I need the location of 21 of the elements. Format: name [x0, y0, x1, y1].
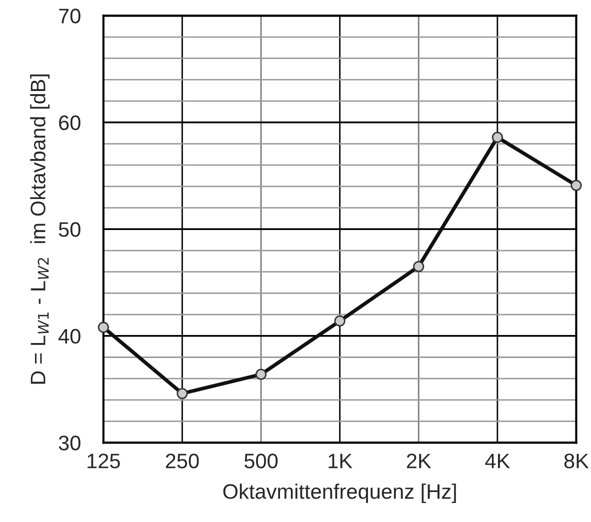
y-axis-title: D = L$_{W1}$ - L$_{W2}$ im Oktavband [dB] [30, 74, 50, 384]
x-tick-label: 2K [406, 454, 432, 468]
point [570, 180, 582, 191]
x-tick-label: 4K [485, 454, 510, 468]
x-tick-label: 250 [166, 454, 199, 468]
y-tick-label: 70 [59, 8, 80, 24]
y-tick-label: 60 [59, 115, 80, 130]
x-tick-label: 8K [564, 454, 589, 468]
y-tick-label: 30 [58, 436, 80, 450]
x-tick-label: 500 [244, 454, 278, 468]
point [334, 315, 346, 327]
point [176, 388, 188, 400]
x-tick-label: 125 [88, 454, 120, 468]
y-tick-label: 40 [58, 328, 80, 344]
y-tick-label: 50 [58, 222, 80, 237]
point [255, 368, 267, 380]
point [492, 132, 503, 143]
point [98, 322, 109, 333]
x-tick-label: 1K [328, 454, 352, 468]
x-axis-title: Oktavmittenfrequenz [Hz] [223, 484, 456, 504]
point [413, 260, 424, 272]
